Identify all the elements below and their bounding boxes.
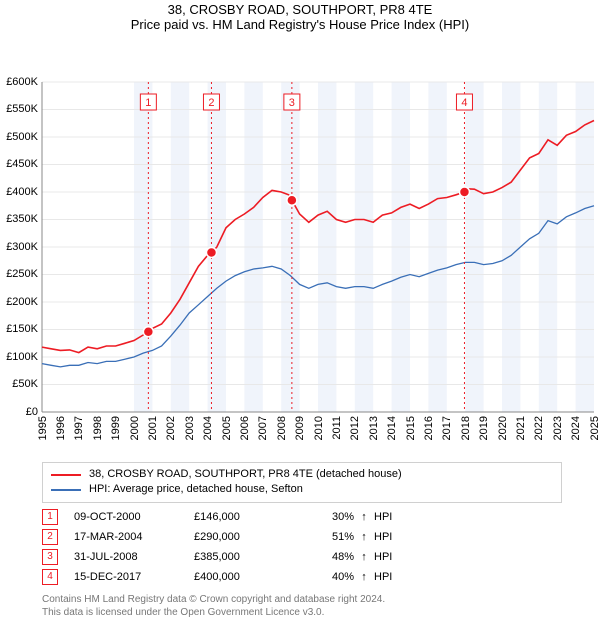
svg-text:3: 3 — [289, 97, 295, 109]
chart-svg: 1 2 3 4 — [0, 32, 600, 414]
footer-line1: Contains HM Land Registry data © Crown c… — [42, 593, 600, 606]
sale-date: 15-DEC-2017 — [74, 571, 194, 583]
y-tick-label: £100K — [0, 351, 38, 363]
y-tick-label: £0 — [0, 406, 38, 418]
legend-item: 38, CROSBY ROAD, SOUTHPORT, PR8 4TE (det… — [51, 467, 553, 482]
sale-pct: 30% — [294, 511, 354, 523]
y-tick-label: £250K — [0, 268, 38, 280]
x-tick-label: 2002 — [165, 416, 177, 440]
sale-hpi-tag: HPI — [374, 511, 392, 523]
arrow-up-icon: ↑ — [354, 551, 374, 563]
sale-hpi-tag: HPI — [374, 571, 392, 583]
title-subtitle: Price paid vs. HM Land Registry's House … — [0, 17, 600, 32]
x-tick-label: 1996 — [55, 416, 67, 440]
x-tick-label: 2015 — [405, 416, 417, 440]
sale-marker-box: 4 — [42, 569, 58, 585]
x-tick-label: 1998 — [92, 416, 104, 440]
svg-text:4: 4 — [461, 97, 467, 109]
x-tick-label: 2018 — [460, 416, 472, 440]
y-tick-label: £300K — [0, 241, 38, 253]
titles: 38, CROSBY ROAD, SOUTHPORT, PR8 4TE Pric… — [0, 0, 600, 32]
x-tick-label: 1995 — [37, 416, 49, 440]
y-tick-label: £50K — [0, 378, 38, 390]
x-tick-label: 2014 — [386, 416, 398, 440]
x-tick-label: 2017 — [441, 416, 453, 440]
sale-hpi-tag: HPI — [374, 531, 392, 543]
sale-date: 31-JUL-2008 — [74, 551, 194, 563]
y-tick-label: £500K — [0, 131, 38, 143]
legend-swatch — [51, 474, 81, 476]
sale-date: 17-MAR-2004 — [74, 531, 194, 543]
sale-row: 4 15-DEC-2017£400,00040%↑HPI — [42, 569, 562, 585]
sale-pct: 48% — [294, 551, 354, 563]
x-tick-label: 2004 — [202, 416, 214, 440]
y-tick-label: £350K — [0, 213, 38, 225]
arrow-up-icon: ↑ — [354, 571, 374, 583]
x-tick-label: 2012 — [349, 416, 361, 440]
x-tick-label: 2023 — [552, 416, 564, 440]
x-tick-label: 1999 — [110, 416, 122, 440]
y-tick-label: £200K — [0, 296, 38, 308]
y-tick-label: £400K — [0, 186, 38, 198]
sale-pct: 51% — [294, 531, 354, 543]
x-tick-label: 2001 — [147, 416, 159, 440]
sale-date: 09-OCT-2000 — [74, 511, 194, 523]
footer: Contains HM Land Registry data © Crown c… — [42, 593, 600, 619]
x-tick-label: 2013 — [368, 416, 380, 440]
sale-row: 1 09-OCT-2000£146,00030%↑HPI — [42, 509, 562, 525]
x-tick-label: 2021 — [515, 416, 527, 440]
x-tick-label: 2020 — [497, 416, 509, 440]
sale-price: £146,000 — [194, 511, 294, 523]
x-tick-label: 2000 — [129, 416, 141, 440]
y-tick-label: £550K — [0, 103, 38, 115]
chart-area: 1 2 3 4 £0 £50K £100K £150K £200K £250K £300K £350K… — [0, 32, 600, 452]
x-tick-label: 1997 — [73, 416, 85, 440]
sale-marker-box: 1 — [42, 509, 58, 525]
x-tick-label: 2009 — [294, 416, 306, 440]
svg-text:1: 1 — [145, 97, 151, 109]
x-tick-label: 2006 — [239, 416, 251, 440]
legend-label: HPI: Average price, detached house, Seft… — [89, 482, 303, 497]
legend: 38, CROSBY ROAD, SOUTHPORT, PR8 4TE (det… — [42, 462, 562, 503]
sale-marker-box: 3 — [42, 549, 58, 565]
svg-text:2: 2 — [208, 97, 214, 109]
sale-row: 2 17-MAR-2004£290,00051%↑HPI — [42, 529, 562, 545]
x-tick-label: 2007 — [257, 416, 269, 440]
x-tick-label: 2022 — [533, 416, 545, 440]
sale-price: £385,000 — [194, 551, 294, 563]
x-tick-label: 2003 — [184, 416, 196, 440]
x-tick-label: 2024 — [570, 416, 582, 440]
x-tick-label: 2019 — [478, 416, 490, 440]
x-tick-label: 2010 — [313, 416, 325, 440]
arrow-up-icon: ↑ — [354, 531, 374, 543]
sale-pct: 40% — [294, 571, 354, 583]
sale-price: £290,000 — [194, 531, 294, 543]
sale-hpi-tag: HPI — [374, 551, 392, 563]
y-tick-label: £450K — [0, 158, 38, 170]
legend-item: HPI: Average price, detached house, Seft… — [51, 482, 553, 497]
arrow-up-icon: ↑ — [354, 511, 374, 523]
sale-row: 3 31-JUL-2008£385,00048%↑HPI — [42, 549, 562, 565]
title-address: 38, CROSBY ROAD, SOUTHPORT, PR8 4TE — [0, 0, 600, 17]
sale-table: 109-OCT-2000£146,00030%↑HPI217-MAR-2004£… — [42, 509, 562, 585]
legend-swatch — [51, 489, 81, 491]
sale-marker-box: 2 — [42, 529, 58, 545]
x-tick-label: 2025 — [589, 416, 600, 440]
x-tick-label: 2016 — [423, 416, 435, 440]
x-tick-label: 2005 — [221, 416, 233, 440]
sale-price: £400,000 — [194, 571, 294, 583]
footer-line2: This data is licensed under the Open Gov… — [42, 606, 600, 619]
x-tick-label: 2008 — [276, 416, 288, 440]
x-tick-label: 2011 — [331, 416, 343, 440]
y-tick-label: £600K — [0, 76, 38, 88]
y-tick-label: £150K — [0, 323, 38, 335]
legend-label: 38, CROSBY ROAD, SOUTHPORT, PR8 4TE (det… — [89, 467, 402, 482]
